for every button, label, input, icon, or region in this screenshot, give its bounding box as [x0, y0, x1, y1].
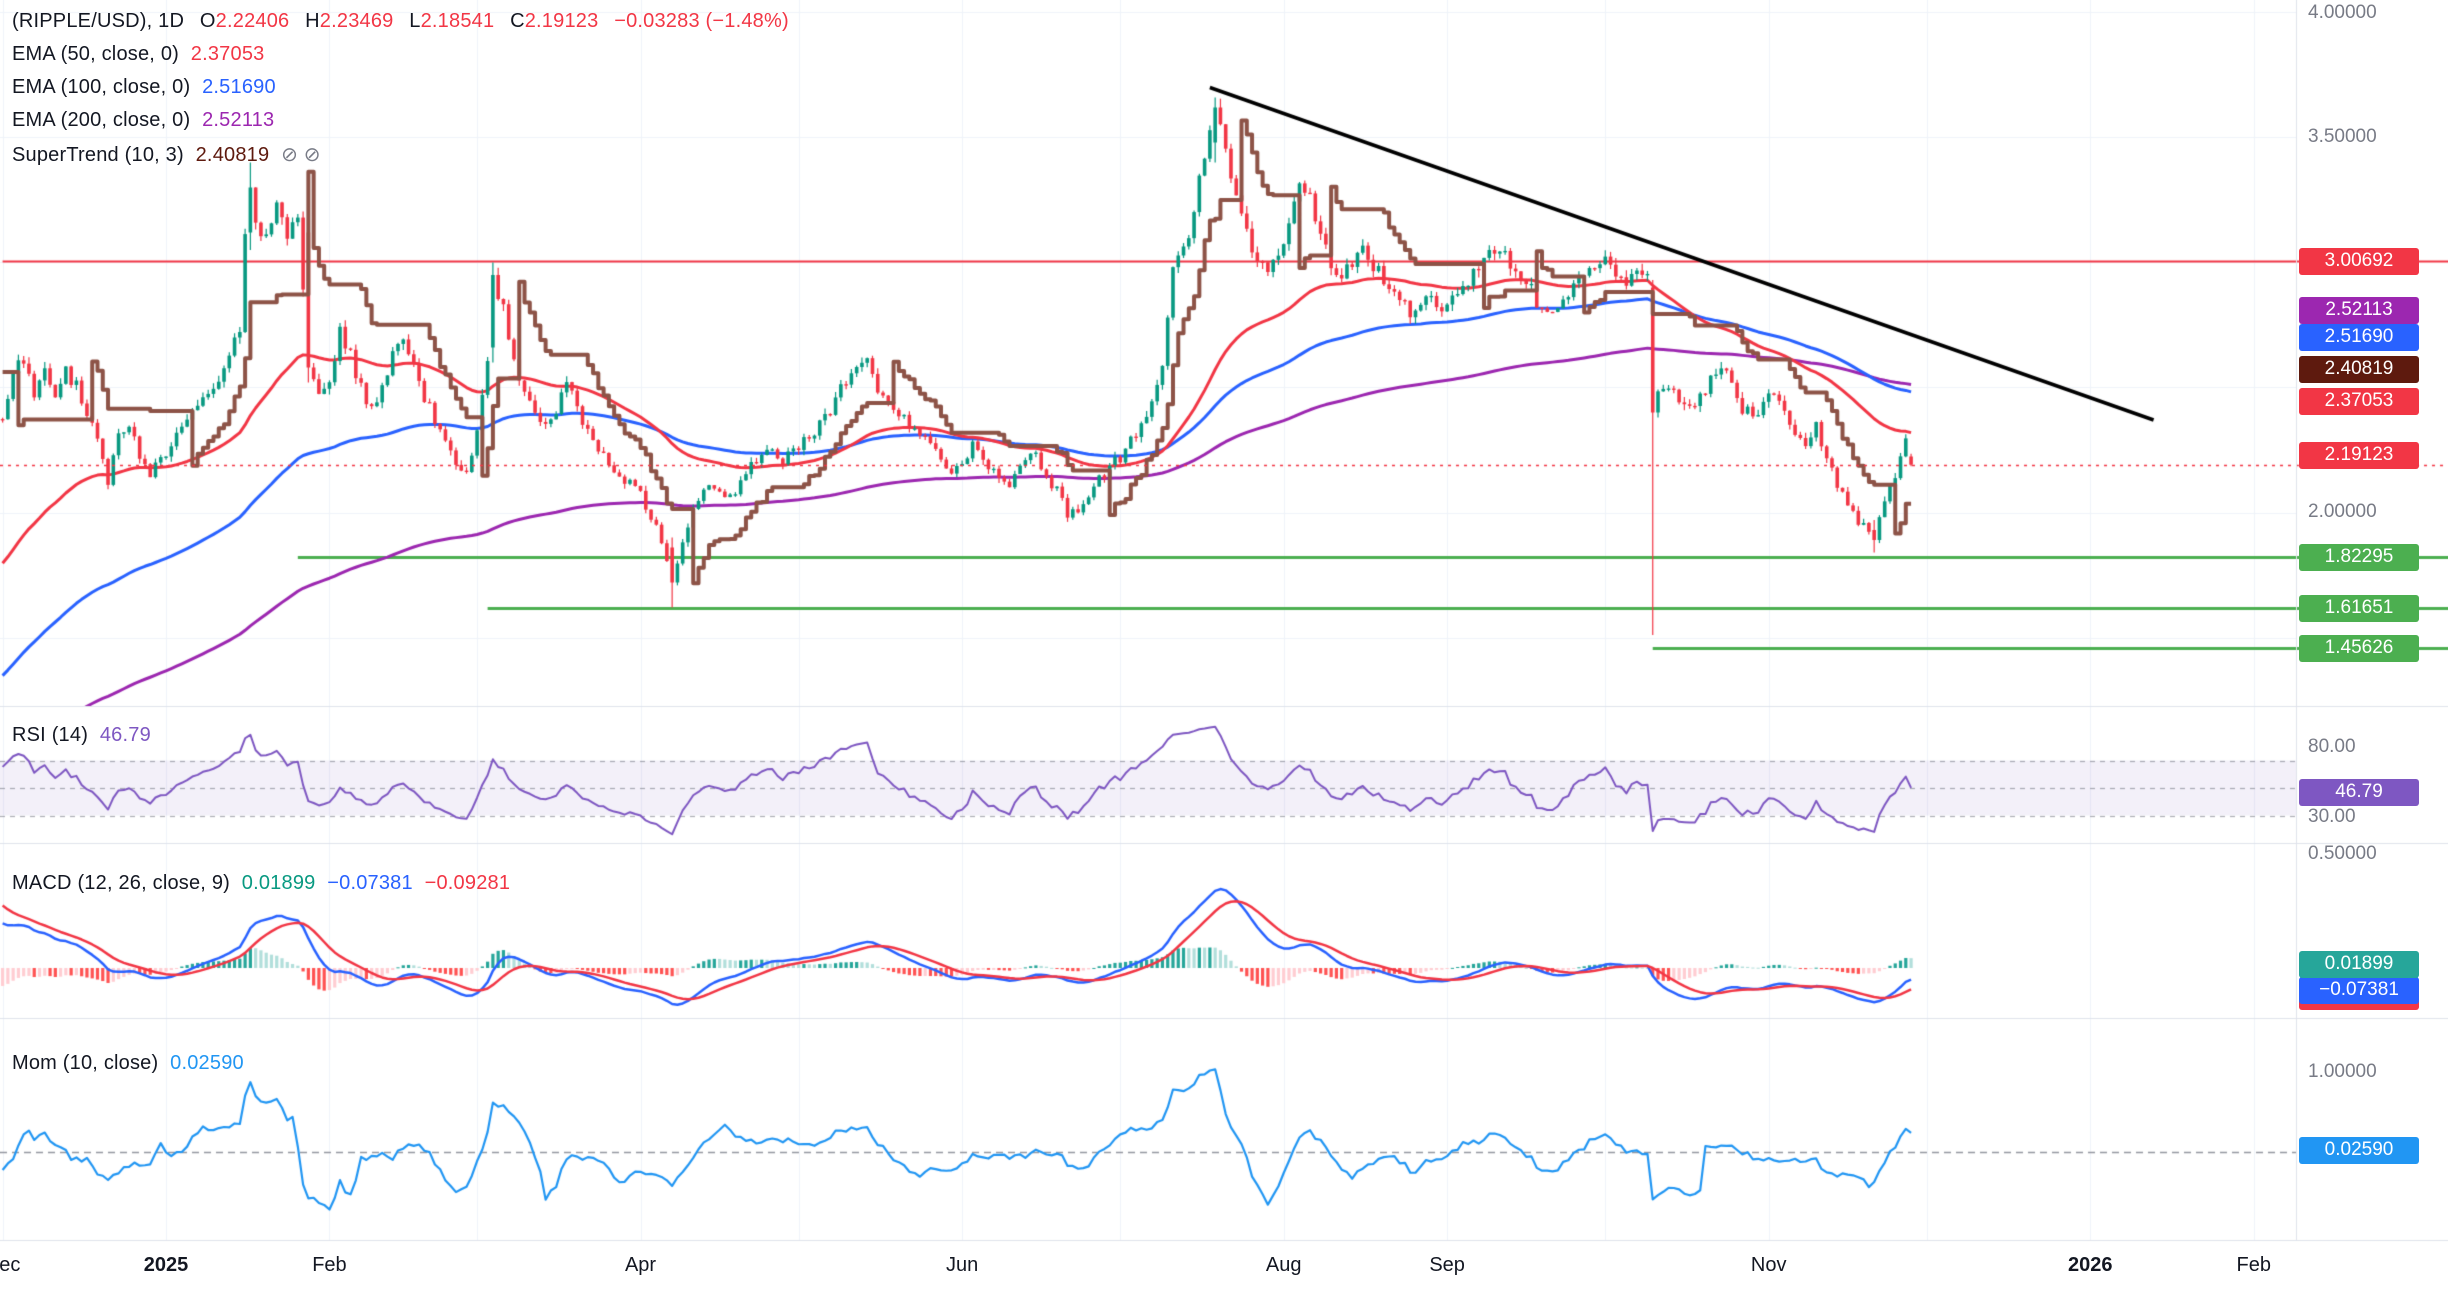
time-axis-label: Dec: [0, 1254, 21, 1276]
price-axis-label: 3.50000: [2308, 126, 2377, 147]
price-chip: −0.07381: [2299, 976, 2419, 1004]
ema100-value: 2.51690: [202, 76, 276, 98]
change-value: −0.03283 (−1.48%): [614, 10, 789, 32]
price-chip: 2.19123: [2299, 441, 2419, 469]
close-value: 2.19123: [524, 10, 599, 32]
ema50-label: EMA (50, close, 0): [12, 43, 179, 65]
open-label: O: [199, 10, 216, 32]
time-axis[interactable]: Dec 2025 Feb Apr Jun Aug Sep Nov 2026 Feb: [0, 1240, 2448, 1296]
time-axis-label: Apr: [624, 1254, 657, 1276]
time-axis-label: 2025: [143, 1254, 189, 1276]
ema100-label: EMA (100, close, 0): [12, 76, 191, 98]
rsi-label: RSI (14): [12, 724, 89, 746]
low-value: 2.18541: [420, 10, 495, 32]
price-chip: 0.02590: [2299, 1136, 2419, 1164]
close-label: C: [510, 10, 525, 32]
macd-line-value: −0.07381: [327, 872, 413, 894]
supertrend-hide-icons[interactable]: ⊘ ⊘: [281, 144, 321, 166]
macd-legend-row: MACD (12, 26, close, 9) 0.01899 −0.07381…: [12, 872, 510, 895]
time-axis-label: Jun: [945, 1254, 979, 1276]
supertrend-value: 2.40819: [195, 144, 270, 166]
price-chip: 0.01899: [2299, 950, 2419, 978]
price-axis-label: 80.00: [2308, 736, 2356, 757]
macd-hist-value: 0.01899: [241, 872, 316, 894]
price-chip: 2.37053: [2299, 387, 2419, 415]
time-axis-label: Sep: [1429, 1254, 1465, 1276]
ema200-value: 2.52113: [202, 109, 275, 131]
time-axis-label: Nov: [1750, 1254, 1787, 1276]
time-axis-label: Aug: [1265, 1254, 1302, 1276]
high-label: H: [305, 10, 320, 32]
high-value: 2.23469: [319, 10, 394, 32]
price-chip: 1.61651: [2299, 594, 2419, 622]
low-label: L: [409, 10, 421, 32]
price-axis-label: 0.50000: [2308, 843, 2377, 864]
open-value: 2.22406: [215, 10, 290, 32]
ema100-legend-row: EMA (100, close, 0) 2.51690: [12, 76, 276, 99]
symbol-title: (RIPPLE/USD), 1D: [12, 10, 185, 32]
price-chip: 2.40819: [2299, 355, 2419, 383]
supertrend-legend-row: SuperTrend (10, 3) 2.40819 ⊘ ⊘: [12, 142, 321, 167]
mom-value: 0.02590: [170, 1052, 244, 1074]
ema200-label: EMA (200, close, 0): [12, 109, 191, 131]
ema50-legend-row: EMA (50, close, 0) 2.37053: [12, 43, 264, 66]
rsi-legend-row: RSI (14) 46.79: [12, 724, 151, 747]
price-axis-label: 4.00000: [2308, 2, 2377, 23]
macd-label: MACD (12, 26, close, 9): [12, 872, 231, 894]
time-axis-label: Feb: [312, 1254, 347, 1276]
price-chip: 3.00692: [2299, 247, 2419, 275]
supertrend-label: SuperTrend (10, 3): [12, 144, 184, 166]
price-chip: 1.45626: [2299, 634, 2419, 662]
macd-signal-value: −0.09281: [424, 872, 511, 894]
mom-legend-row: Mom (10, close) 0.02590: [12, 1052, 244, 1075]
price-axis-label: 30.00: [2308, 806, 2356, 827]
price-chip: 46.79: [2299, 778, 2419, 806]
mom-label: Mom (10, close): [12, 1052, 159, 1074]
price-chip: 1.82295: [2299, 543, 2419, 571]
price-chip: 2.51690: [2299, 323, 2419, 351]
ema50-value: 2.37053: [190, 43, 265, 65]
symbol-legend-row: (RIPPLE/USD), 1D O2.22406 H2.23469 L2.18…: [12, 10, 789, 33]
price-axis-label: 2.00000: [2308, 501, 2377, 522]
price-chip: 2.52113: [2299, 296, 2419, 324]
price-axis-label: 1.00000: [2308, 1061, 2377, 1082]
ema200-legend-row: EMA (200, close, 0) 2.52113: [12, 109, 274, 132]
time-axis-label: 2026: [2068, 1254, 2113, 1276]
rsi-value: 46.79: [99, 724, 151, 746]
price-axis[interactable]: 4.00000 3.50000 2.00000 80.00 30.00 0.50000 1.…: [2296, 0, 2448, 1240]
time-axis-label: Feb: [2236, 1254, 2271, 1276]
